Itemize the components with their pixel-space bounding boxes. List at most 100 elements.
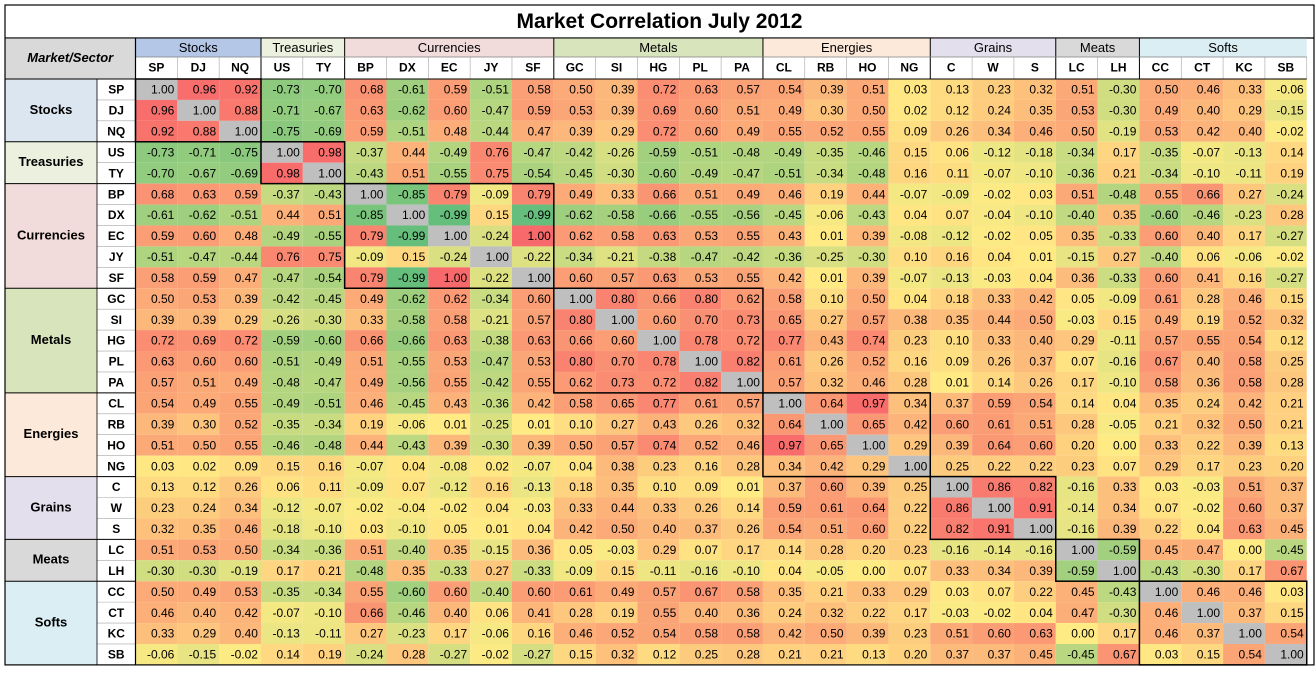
cell-value: 0.57 [737,397,761,411]
heatmap-cell [1223,183,1265,205]
heatmap-cell [177,643,220,665]
heatmap-cell [260,330,303,352]
cell-value: 0.42 [569,522,593,536]
cell-value: 0.29 [904,438,928,452]
row-header-cell [97,183,136,205]
cell-value: 0.18 [569,480,593,494]
heatmap-cell [888,623,931,644]
sector-header-softs [1139,38,1307,57]
cell-value: -0.04 [984,208,1012,222]
heatmap-cell [972,225,1014,247]
cell-value: -0.25 [816,250,844,264]
cell-value: -0.25 [482,417,510,431]
heatmap-cell [1223,560,1265,582]
heatmap-cell [1097,99,1140,121]
heatmap-cell [930,204,973,226]
row-header-hg: HG [107,334,125,348]
cell-value: 0.39 [444,438,468,452]
cell-value: 0.40 [653,522,677,536]
intra-sector-block [762,392,932,478]
cell-value: -0.14 [984,543,1012,557]
cell-value: -0.07 [523,459,551,473]
cell-value: 0.59 [988,397,1012,411]
heatmap-cell [1055,267,1098,289]
cell-value: 0.57 [653,585,677,599]
heatmap-cell [679,225,722,247]
heatmap-cell [386,120,429,142]
heatmap-cell [428,99,471,121]
heatmap-cell [511,539,554,561]
heatmap-cell [595,79,638,100]
sector-row-treasuries [5,141,97,184]
row-header-us: US [108,145,125,159]
cell-value: -0.33 [1109,271,1137,285]
heatmap-cell [553,162,596,184]
cell-value: 0.04 [1029,606,1053,620]
heatmap-cell [1264,351,1307,372]
column-header-w: W [987,61,999,75]
sector-header-label: Energies [821,40,873,55]
heatmap-cell [1223,267,1265,289]
cell-value: -0.47 [314,376,342,390]
heatmap-cell [428,560,471,582]
sector-row-label: Meats [33,552,70,567]
cell-value: 0.63 [653,271,677,285]
heatmap-cell [1264,288,1307,310]
sector-row-softs [5,581,97,665]
heatmap-cell [804,267,847,289]
heatmap-cell [1097,539,1140,561]
cell-value: 0.59 [527,104,551,118]
heatmap-cell [1097,351,1140,372]
heatmap-cell [511,141,554,163]
cell-value: 0.72 [151,334,175,348]
cell-value: -0.46 [272,438,300,452]
row-header-cell [97,330,136,352]
heatmap-cell [302,476,345,498]
heatmap-cell [511,497,554,519]
heatmap-cell [344,497,387,519]
cell-value: -0.42 [272,292,300,306]
cell-value: 0.23 [904,334,928,348]
cell-value: 0.01 [527,417,551,431]
heatmap-cell [302,455,345,477]
heatmap-cell [1181,120,1224,142]
cell-value: -0.59 [649,145,677,159]
cell-value: 0.79 [360,229,384,243]
heatmap-cell [260,434,303,456]
column-header-ho: HO [859,61,877,75]
heatmap-cell [386,99,429,121]
heatmap-cell [679,602,722,624]
cell-value: 0.46 [1239,585,1263,599]
heatmap-cell [177,183,220,205]
heatmap-cell [888,371,931,393]
cell-value: 0.23 [653,459,677,473]
heatmap-cell [721,497,763,519]
cell-value: -0.33 [440,564,468,578]
cell-value: 0.54 [778,522,802,536]
cell-value: 0.63 [1239,522,1263,536]
cell-value: 0.98 [318,145,342,159]
heatmap-cell [721,267,763,289]
cell-value: 0.26 [988,355,1012,369]
cell-value: 0.57 [611,438,635,452]
cell-value: -0.16 [1109,355,1137,369]
heatmap-cell [930,560,973,582]
heatmap-cell [972,392,1014,414]
cell-value: 0.09 [235,459,259,473]
heatmap-cell [1139,79,1182,100]
heatmap-cell [135,246,178,268]
heatmap-cell [177,476,220,498]
heatmap-cell [1223,141,1265,163]
heatmap-cell [679,99,722,121]
heatmap-cell [177,518,220,540]
cell-value: 0.10 [946,334,970,348]
heatmap-cell [1055,162,1098,184]
row-header-kc: KC [108,627,126,641]
cell-value: -0.54 [523,166,551,180]
cell-value: 0.50 [569,83,593,97]
cell-value: 0.33 [946,564,970,578]
cell-value: 0.88 [193,124,217,138]
cell-value: 0.49 [569,187,593,201]
cell-value: 0.33 [988,334,1012,348]
cell-value: -0.56 [398,376,426,390]
